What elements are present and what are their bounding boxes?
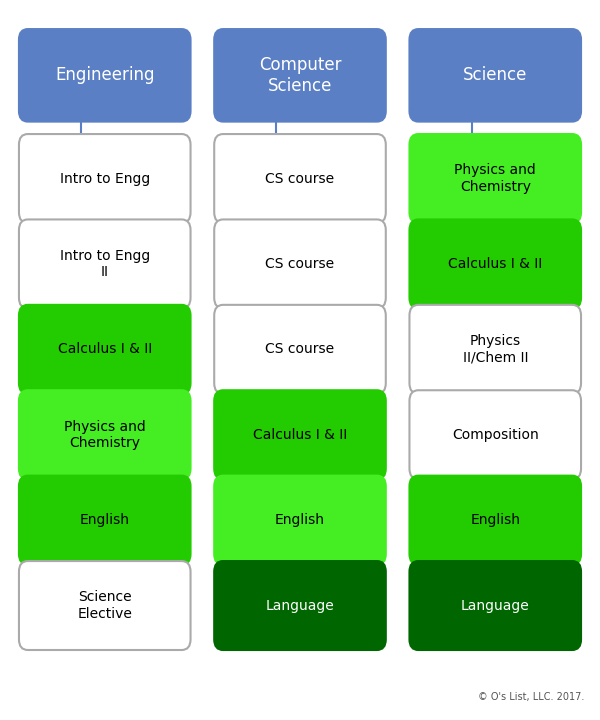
Text: English: English xyxy=(80,513,130,527)
FancyBboxPatch shape xyxy=(19,134,191,223)
Text: Physics
II/Chem II: Physics II/Chem II xyxy=(463,334,528,364)
Text: Composition: Composition xyxy=(452,428,539,442)
FancyBboxPatch shape xyxy=(409,29,581,122)
Text: Calculus I & II: Calculus I & II xyxy=(448,257,542,271)
Text: CS course: CS course xyxy=(265,171,335,186)
FancyBboxPatch shape xyxy=(409,390,581,480)
Text: Intro to Engg
II: Intro to Engg II xyxy=(59,249,150,279)
FancyBboxPatch shape xyxy=(19,476,191,564)
FancyBboxPatch shape xyxy=(214,134,386,223)
FancyBboxPatch shape xyxy=(214,220,386,308)
Text: Science
Elective: Science Elective xyxy=(77,590,132,621)
Text: Science: Science xyxy=(463,66,527,84)
Text: CS course: CS course xyxy=(265,342,335,356)
Text: Physics and
Chemistry: Physics and Chemistry xyxy=(454,163,536,194)
Text: CS course: CS course xyxy=(265,257,335,271)
FancyBboxPatch shape xyxy=(409,305,581,394)
FancyBboxPatch shape xyxy=(214,305,386,394)
FancyBboxPatch shape xyxy=(19,390,191,480)
Text: Language: Language xyxy=(461,598,530,613)
Text: Physics and
Chemistry: Physics and Chemistry xyxy=(64,420,146,450)
Text: © O's List, LLC. 2017.: © O's List, LLC. 2017. xyxy=(478,692,584,701)
FancyBboxPatch shape xyxy=(19,561,191,650)
FancyBboxPatch shape xyxy=(214,561,386,650)
FancyBboxPatch shape xyxy=(19,220,191,308)
Text: Engineering: Engineering xyxy=(55,66,155,84)
FancyBboxPatch shape xyxy=(214,476,386,564)
Text: Calculus I & II: Calculus I & II xyxy=(58,342,152,356)
Text: English: English xyxy=(470,513,520,527)
FancyBboxPatch shape xyxy=(214,390,386,480)
FancyBboxPatch shape xyxy=(214,29,386,122)
Text: Language: Language xyxy=(266,598,334,613)
Text: English: English xyxy=(275,513,325,527)
Text: Calculus I & II: Calculus I & II xyxy=(253,428,347,442)
Text: Intro to Engg: Intro to Engg xyxy=(59,171,150,186)
FancyBboxPatch shape xyxy=(409,220,581,308)
FancyBboxPatch shape xyxy=(409,134,581,223)
FancyBboxPatch shape xyxy=(19,305,191,394)
FancyBboxPatch shape xyxy=(409,561,581,650)
FancyBboxPatch shape xyxy=(409,476,581,564)
Text: Computer
Science: Computer Science xyxy=(259,56,341,95)
FancyBboxPatch shape xyxy=(19,29,191,122)
